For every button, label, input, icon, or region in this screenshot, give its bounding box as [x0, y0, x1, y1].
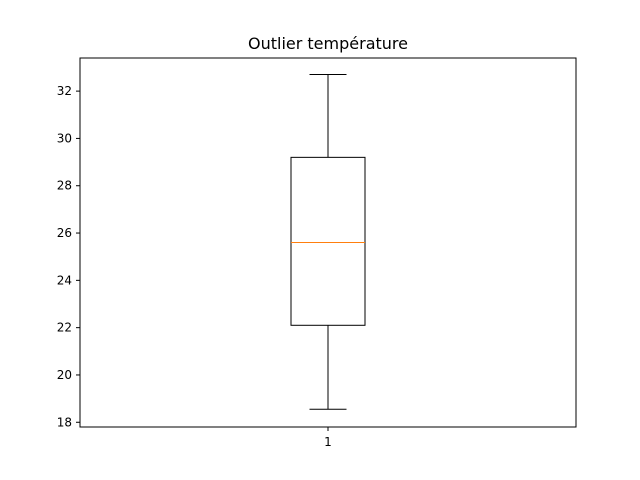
- iqr-box: [290, 156, 366, 326]
- y-tick-label: 26: [57, 226, 72, 240]
- chart-title: Outlier température: [248, 34, 408, 53]
- y-axis: 18 20 22 24 26 28 30 32: [57, 84, 80, 429]
- x-tick-label: 1: [324, 435, 332, 449]
- y-tick-label: 28: [57, 179, 72, 193]
- y-tick-label: 24: [57, 273, 72, 287]
- box-series: [290, 74, 366, 410]
- x-axis: 1: [324, 427, 332, 449]
- y-tick-label: 18: [57, 415, 72, 429]
- y-tick-label: 22: [57, 321, 72, 335]
- y-tick-label: 20: [57, 368, 72, 382]
- y-tick-label: 32: [57, 84, 72, 98]
- y-tick-label: 30: [57, 131, 72, 145]
